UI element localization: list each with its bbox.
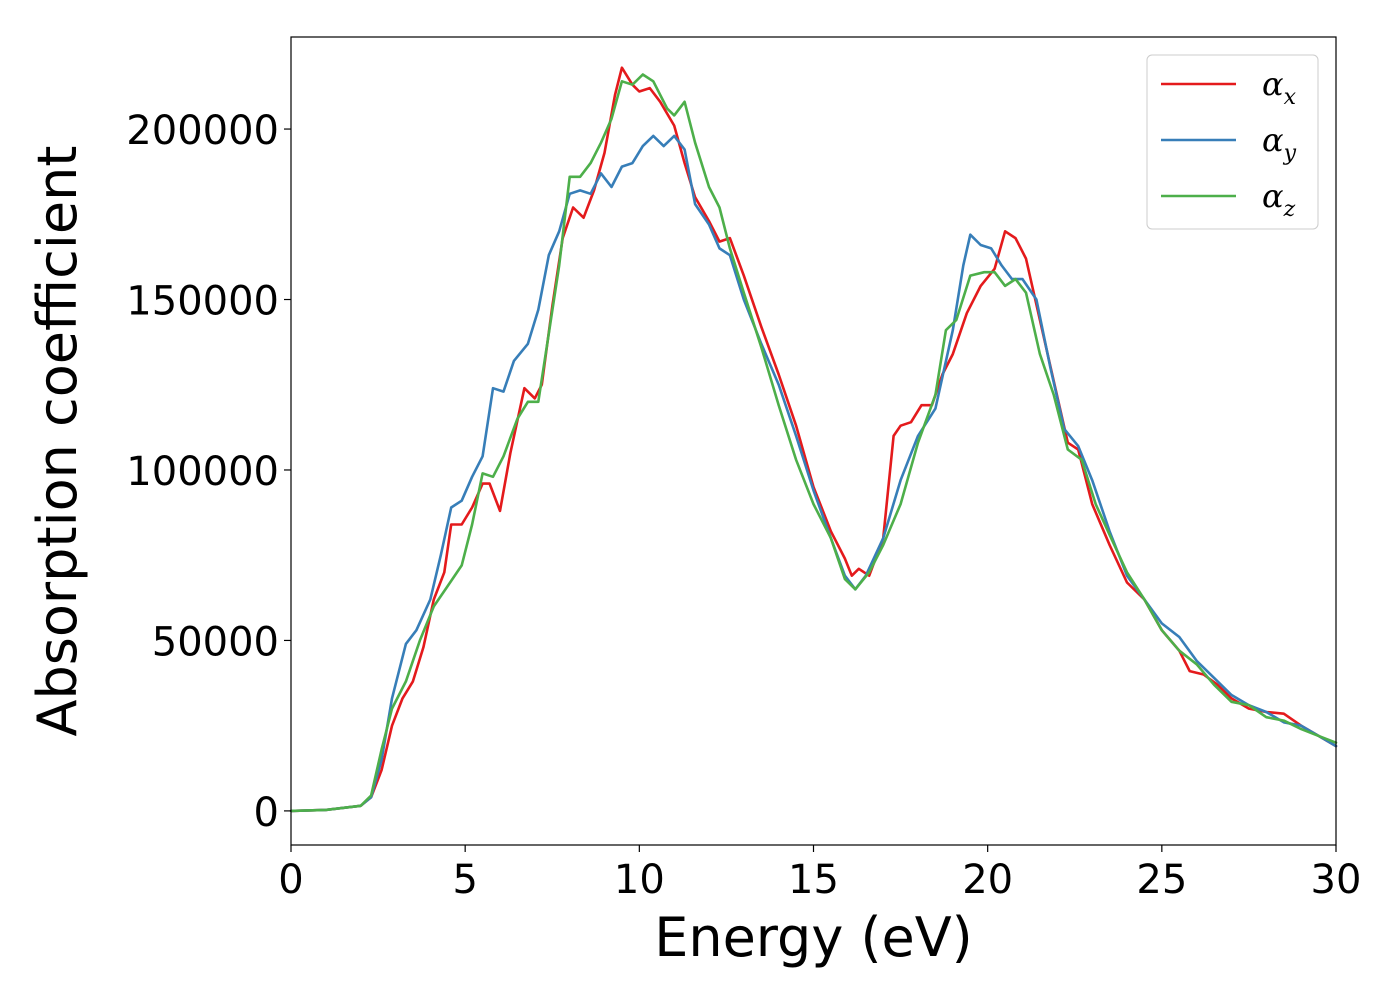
- series-layer: [289, 66, 1338, 813]
- x-tick-label: 30: [1311, 857, 1362, 903]
- x-tick-label: 25: [1136, 857, 1187, 903]
- x-tick-label: 0: [278, 857, 303, 903]
- y-axis-title: Absorption coefficient: [26, 146, 89, 737]
- x-axis-title: Energy (eV): [654, 906, 973, 969]
- legend-label-main: α: [1262, 177, 1284, 215]
- legend-label-y: αy: [1262, 121, 1297, 166]
- legend-label-z: αz: [1262, 177, 1296, 222]
- legend-box: [1146, 54, 1319, 230]
- legend-label-main: α: [1262, 121, 1284, 159]
- x-tick-label: 10: [614, 857, 665, 903]
- legend-label-sub: z: [1283, 197, 1296, 222]
- legend-label-sub: y: [1283, 141, 1297, 166]
- x-tick-label: 20: [962, 857, 1013, 903]
- x-tick-label: 15: [788, 857, 839, 903]
- y-tick-label: 150000: [126, 279, 279, 325]
- legend-label-x: αx: [1262, 65, 1297, 110]
- x-axis: 0 5 10 15 20 25 30: [278, 845, 1361, 903]
- y-tick-label: 0: [254, 790, 279, 836]
- y-tick-label: 100000: [126, 449, 279, 495]
- y-tick-label: 200000: [126, 108, 279, 154]
- x-tick-label: 5: [452, 857, 477, 903]
- legend-label-sub: x: [1284, 85, 1297, 110]
- y-axis: 0 50000 100000 150000 200000: [126, 108, 291, 836]
- y-tick-label: 50000: [152, 619, 279, 665]
- legend-label-main: α: [1262, 65, 1284, 103]
- series-line-y: [289, 134, 1338, 813]
- series-line-z: [289, 73, 1338, 813]
